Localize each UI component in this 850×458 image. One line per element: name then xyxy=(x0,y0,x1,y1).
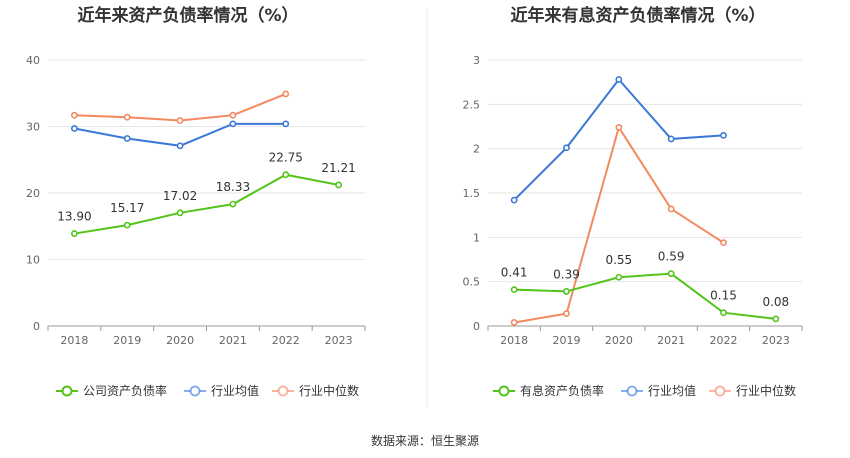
legend-label: 行业中位数 xyxy=(736,383,796,398)
y-tick-label: 2.5 xyxy=(463,98,481,111)
data-point xyxy=(510,196,518,204)
data-label: 15.17 xyxy=(110,201,144,215)
data-label: 0.55 xyxy=(605,253,632,267)
data-label: 18.33 xyxy=(216,180,250,194)
data-point xyxy=(71,125,78,132)
data-point xyxy=(667,135,675,143)
data-point xyxy=(772,315,780,323)
x-tick-label: 2023 xyxy=(325,334,353,347)
data-point xyxy=(335,181,342,189)
legend-item[interactable]: 行业中位数 xyxy=(709,383,796,398)
data-point xyxy=(229,120,237,128)
legend-item[interactable]: 有息资产负债率 xyxy=(493,383,604,398)
y-tick-label: 2 xyxy=(473,143,480,156)
series-line xyxy=(514,272,776,320)
y-tick-label: 0 xyxy=(473,320,480,333)
series-line xyxy=(513,77,724,201)
data-point xyxy=(282,171,290,179)
x-tick-label: 2021 xyxy=(219,334,247,347)
legend-marker xyxy=(626,385,638,397)
data-label: 17.02 xyxy=(163,189,197,203)
legend-marker xyxy=(61,385,73,397)
data-point xyxy=(720,239,727,247)
legend-marker xyxy=(498,385,510,397)
data-point xyxy=(615,76,623,83)
y-tick-label: 1 xyxy=(473,231,480,244)
data-point xyxy=(720,309,727,317)
x-tick-label: 2023 xyxy=(762,334,790,347)
data-point xyxy=(229,111,237,119)
data-point xyxy=(563,310,570,317)
legend-label: 行业均值 xyxy=(211,383,259,398)
legend-label: 行业中位数 xyxy=(299,383,359,398)
data-label: 13.90 xyxy=(57,210,91,224)
series-line xyxy=(74,173,339,235)
y-tick-label: 40 xyxy=(26,54,40,67)
legend-marker xyxy=(277,385,289,397)
y-tick-label: 20 xyxy=(26,187,40,200)
data-point xyxy=(563,144,570,152)
data-point xyxy=(71,230,78,237)
x-tick-label: 2020 xyxy=(166,334,194,347)
data-point xyxy=(563,288,570,295)
legend-label: 公司资产负债率 xyxy=(83,383,167,398)
data-point xyxy=(510,286,518,294)
data-point xyxy=(282,90,290,98)
chart-title: 近年来有息资产负债率情况（%） xyxy=(510,5,765,26)
x-tick-label: 2018 xyxy=(60,334,88,347)
data-point xyxy=(176,142,184,150)
data-source-note: 数据来源：恒生聚源 xyxy=(371,433,479,448)
data-point xyxy=(123,221,131,229)
series-line xyxy=(74,92,287,122)
data-point xyxy=(71,111,78,119)
data-point xyxy=(510,319,518,326)
x-tick-label: 2018 xyxy=(500,334,528,347)
legend-marker xyxy=(189,385,201,397)
y-tick-label: 30 xyxy=(26,121,40,134)
data-point xyxy=(667,205,675,213)
legend-marker xyxy=(714,385,726,397)
data-label: 21.21 xyxy=(321,161,355,175)
y-tick-label: 1.5 xyxy=(463,187,481,200)
x-tick-label: 2019 xyxy=(553,334,581,347)
data-label: 0.08 xyxy=(762,295,789,309)
data-point xyxy=(176,209,184,217)
legend-item[interactable]: 行业均值 xyxy=(621,383,696,398)
data-label: 0.15 xyxy=(710,289,737,303)
x-tick-label: 2021 xyxy=(657,334,685,347)
legend-item[interactable]: 公司资产负债率 xyxy=(56,383,167,398)
x-tick-label: 2022 xyxy=(710,334,738,347)
series-line xyxy=(513,124,725,324)
legend-label: 行业均值 xyxy=(648,383,696,398)
x-tick-label: 2020 xyxy=(605,334,633,347)
y-tick-label: 3 xyxy=(473,54,480,67)
data-point xyxy=(123,113,131,121)
x-tick-label: 2019 xyxy=(113,334,141,347)
data-point xyxy=(282,120,290,128)
chart-title: 近年来资产负债率情况（%） xyxy=(77,5,298,26)
data-label: 22.75 xyxy=(269,151,303,165)
y-tick-label: 10 xyxy=(26,254,40,267)
legend-item[interactable]: 行业中位数 xyxy=(272,383,359,398)
debt-ratio-chart: 近年来资产负债率情况（%） 0 10 20 30 40 2018 2019 2020 2021 20… xyxy=(26,5,366,398)
data-point xyxy=(229,200,237,208)
data-point xyxy=(615,123,623,131)
y-tick-label: 0 xyxy=(33,320,40,333)
data-point xyxy=(667,270,675,278)
data-label: 0.41 xyxy=(501,266,528,280)
data-point xyxy=(176,117,184,124)
data-point xyxy=(123,135,131,142)
x-tick-label: 2022 xyxy=(272,334,300,347)
legend-item[interactable]: 行业均值 xyxy=(184,383,259,398)
data-point xyxy=(720,131,727,139)
legend-label: 有息资产负债率 xyxy=(520,383,604,398)
data-label: 0.39 xyxy=(553,267,580,281)
data-point xyxy=(615,273,623,281)
y-tick-label: 0.5 xyxy=(463,276,481,289)
interest-bearing-debt-ratio-chart: 近年来有息资产负债率情况（%） 0 0.5 1 1.5 2 2.5 3 2018 2019 2020… xyxy=(463,5,803,398)
data-label: 0.59 xyxy=(658,250,685,264)
